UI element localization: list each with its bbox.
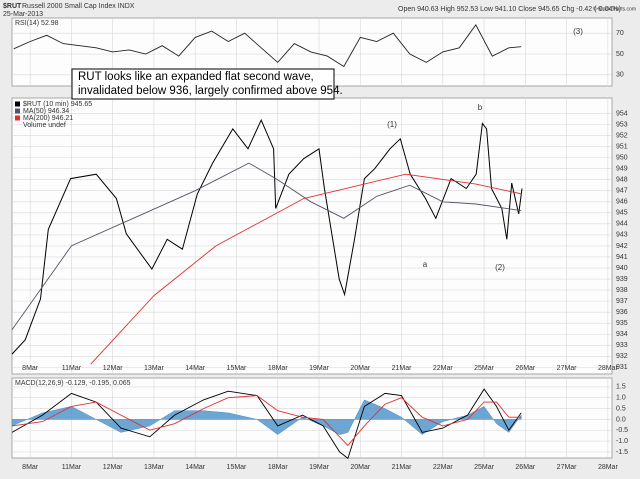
x-tick-label: 25Mar bbox=[474, 464, 495, 471]
x-tick-label: 22Mar bbox=[433, 365, 454, 372]
x-tick-label: 28Mar bbox=[598, 365, 619, 372]
note-box bbox=[71, 68, 335, 100]
x-tick-label: 27Mar bbox=[557, 464, 578, 471]
panel-title: RSI(14) 52.98 bbox=[15, 20, 59, 27]
x-tick-label: 14Mar bbox=[185, 464, 206, 471]
x-tick-label: 12Mar bbox=[103, 365, 124, 372]
x-tick-label: 15Mar bbox=[227, 464, 248, 471]
y-tick-label: 942 bbox=[616, 243, 628, 250]
symbol: $RUT bbox=[3, 3, 22, 10]
y-tick-label: 30 bbox=[616, 72, 624, 79]
y-tick-label: -0.5 bbox=[616, 427, 628, 434]
y-tick-label: 938 bbox=[616, 287, 628, 294]
y-tick-label: 933 bbox=[616, 342, 628, 349]
x-tick-label: 26Mar bbox=[515, 464, 536, 471]
quote: Open 940.63 High 952.53 Low 941.10 Close… bbox=[398, 6, 621, 13]
y-tick-label: 939 bbox=[616, 276, 628, 283]
y-tick-label: 1.5 bbox=[616, 384, 626, 391]
x-tick-label: 25Mar bbox=[474, 365, 495, 372]
note-text: invalidated below 936, largely confirmed… bbox=[78, 85, 343, 97]
credit: © StockCharts.com bbox=[593, 5, 636, 12]
y-tick-label: 941 bbox=[616, 254, 628, 261]
x-tick-label: 28Mar bbox=[598, 464, 619, 471]
x-tick-label: 18Mar bbox=[268, 464, 289, 471]
x-tick-label: 11Mar bbox=[62, 365, 82, 372]
y-tick-label: 951 bbox=[616, 143, 628, 150]
y-tick-label: 936 bbox=[616, 309, 628, 316]
x-tick-label: 19Mar bbox=[309, 365, 330, 372]
y-tick-label: 949 bbox=[616, 165, 628, 172]
panel-title: MACD(12,26,9) -0.129, -0.195, 0.065 bbox=[15, 380, 131, 387]
y-tick-label: 50 bbox=[616, 51, 624, 58]
x-tick-label: 18Mar bbox=[268, 365, 289, 372]
y-tick-label: 948 bbox=[616, 177, 628, 184]
y-tick-label: 934 bbox=[616, 331, 628, 338]
x-tick-label: 21Mar bbox=[392, 464, 413, 471]
x-tick-label: 13Mar bbox=[144, 365, 165, 372]
legend-label: $RUT (10 min) 945.65 bbox=[23, 101, 92, 108]
note-text: RUT looks like an expanded flat second w… bbox=[78, 71, 314, 83]
legend-swatch bbox=[15, 115, 20, 121]
y-tick-label: 944 bbox=[616, 221, 628, 228]
y-tick-label: 935 bbox=[616, 320, 628, 327]
wave-label: (3) bbox=[573, 27, 583, 36]
x-tick-label: 22Mar bbox=[433, 464, 454, 471]
series-line bbox=[11, 118, 523, 355]
y-tick-label: 937 bbox=[616, 298, 628, 305]
series-line bbox=[11, 395, 522, 447]
x-tick-label: 19Mar bbox=[309, 464, 330, 471]
x-tick-label: 20Mar bbox=[350, 365, 371, 372]
x-tick-label: 15Mar bbox=[227, 365, 248, 372]
series-line bbox=[11, 162, 522, 331]
wave-label: a bbox=[423, 260, 428, 269]
y-tick-label: 945 bbox=[616, 210, 628, 217]
y-tick-label: 943 bbox=[616, 232, 628, 239]
x-tick-label: 12Mar bbox=[103, 464, 124, 471]
y-tick-label: 950 bbox=[616, 154, 628, 161]
y-tick-label: -1.5 bbox=[616, 449, 628, 456]
wave-label: (2) bbox=[495, 263, 505, 272]
wave-label: (1) bbox=[387, 120, 397, 129]
y-tick-label: -1.0 bbox=[616, 438, 628, 445]
y-tick-label: 1.0 bbox=[616, 395, 626, 402]
y-tick-label: 932 bbox=[616, 353, 628, 360]
x-tick-label: 27Mar bbox=[557, 365, 578, 372]
x-tick-label: 8Mar bbox=[22, 464, 39, 471]
y-tick-label: 0.5 bbox=[616, 405, 626, 412]
date: 25-Mar-2013 bbox=[3, 11, 43, 18]
wave-label: b bbox=[478, 103, 483, 112]
x-tick-label: 14Mar bbox=[185, 365, 206, 372]
index-title: Russell 2000 Small Cap Index INDX bbox=[22, 3, 135, 10]
y-tick-label: 940 bbox=[616, 265, 628, 272]
x-tick-label: 8Mar bbox=[22, 365, 39, 372]
y-tick-label: 953 bbox=[616, 121, 628, 128]
legend-swatch bbox=[15, 101, 20, 107]
x-tick-label: 11Mar bbox=[62, 464, 82, 471]
legend-label: Volume undef bbox=[23, 122, 66, 129]
x-tick-label: 21Mar bbox=[392, 365, 413, 372]
panel bbox=[11, 97, 613, 375]
histogram-area bbox=[11, 399, 522, 435]
y-tick-label: 954 bbox=[616, 110, 628, 117]
legend-label: MA(200) 946.21 bbox=[23, 115, 73, 122]
series-line bbox=[90, 173, 523, 365]
y-tick-label: 946 bbox=[616, 199, 628, 206]
x-tick-label: 20Mar bbox=[350, 464, 371, 471]
y-tick-label: 70 bbox=[616, 30, 624, 37]
x-tick-label: 13Mar bbox=[144, 464, 165, 471]
y-tick-label: 931 bbox=[616, 364, 628, 371]
series-line bbox=[11, 388, 522, 460]
x-tick-label: 26Mar bbox=[515, 365, 536, 372]
y-tick-label: 947 bbox=[616, 188, 628, 195]
legend-swatch bbox=[15, 108, 20, 114]
y-tick-label: 0.0 bbox=[616, 416, 626, 423]
y-tick-label: 952 bbox=[616, 132, 628, 139]
legend-label: MA(50) 946.34 bbox=[23, 108, 69, 115]
series-line bbox=[13, 24, 522, 68]
